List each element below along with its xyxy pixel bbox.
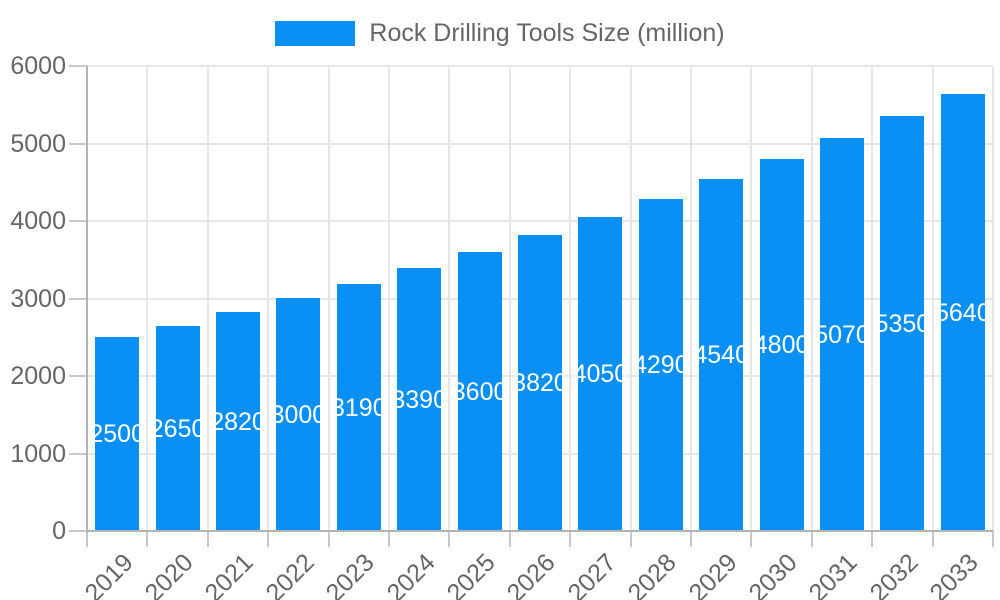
legend-swatch-icon — [275, 20, 356, 46]
x-tick-mark — [448, 531, 451, 547]
y-gridline — [87, 142, 993, 145]
x-gridline — [508, 66, 511, 531]
x-tick-mark — [569, 531, 572, 547]
x-gridline — [810, 66, 813, 531]
x-tick-label: 2019 — [79, 548, 139, 600]
x-tick-label: 2023 — [320, 548, 380, 600]
x-tick-mark — [690, 531, 692, 547]
bar[interactable] — [216, 312, 260, 531]
y-tick-mark — [69, 452, 87, 455]
x-tick-mark — [871, 531, 874, 547]
y-tick-label: 4000 — [10, 207, 66, 235]
x-tick-mark — [810, 531, 813, 547]
x-tick-label: 2029 — [683, 548, 743, 600]
x-tick-mark — [508, 531, 511, 547]
x-gridline — [448, 66, 451, 531]
bar[interactable] — [578, 217, 623, 531]
y-tick-mark — [69, 142, 87, 145]
x-gridline — [629, 66, 632, 531]
bar[interactable] — [940, 94, 985, 531]
x-gridline — [569, 66, 572, 531]
bar[interactable] — [457, 252, 502, 531]
bar[interactable] — [397, 268, 442, 531]
x-gridline — [206, 66, 209, 531]
bar[interactable] — [95, 337, 140, 531]
x-tick-mark — [750, 531, 753, 547]
x-tick-label: 2027 — [562, 548, 622, 600]
x-axis-line — [87, 530, 993, 532]
y-tick-label: 1000 — [10, 439, 66, 468]
y-tick-label: 0 — [52, 517, 66, 545]
x-tick-mark — [267, 531, 270, 547]
y-tick-label: 5000 — [10, 129, 66, 158]
bar[interactable] — [880, 116, 925, 531]
y-tick-mark — [69, 297, 87, 300]
y-axis-line — [86, 66, 88, 533]
x-gridline — [931, 66, 934, 531]
x-tick-mark — [146, 531, 149, 547]
x-tick-mark — [629, 531, 632, 547]
x-gridline — [146, 66, 149, 531]
x-tick-mark — [931, 531, 934, 547]
x-tick-label: 2032 — [864, 548, 924, 600]
x-tick-label: 2021 — [199, 548, 260, 600]
y-tick-mark — [69, 375, 87, 377]
bar[interactable] — [155, 326, 200, 531]
x-tick-label: 2022 — [260, 548, 320, 600]
bar[interactable] — [759, 159, 804, 531]
x-tick-label: 2020 — [139, 548, 199, 600]
x-tick-label: 2026 — [501, 548, 562, 600]
bar[interactable] — [699, 179, 744, 531]
x-tick-label: 2030 — [743, 548, 803, 600]
bar[interactable] — [820, 138, 864, 531]
x-gridline — [992, 66, 994, 531]
x-gridline — [690, 66, 692, 531]
y-tick-label: 2000 — [10, 362, 66, 390]
x-tick-label: 2033 — [924, 548, 984, 600]
y-tick-label: 3000 — [10, 284, 66, 313]
x-tick-mark — [992, 531, 994, 547]
bar[interactable] — [638, 199, 683, 531]
x-tick-mark — [206, 531, 209, 547]
bar[interactable] — [518, 235, 562, 531]
y-tick-mark — [69, 65, 87, 67]
x-gridline — [871, 66, 874, 531]
x-gridline — [750, 66, 753, 531]
x-gridline — [327, 66, 330, 531]
x-gridline — [388, 66, 390, 531]
y-tick-mark — [69, 530, 87, 532]
legend-label: Rock Drilling Tools Size (million) — [369, 18, 725, 47]
x-tick-label: 2024 — [381, 548, 441, 600]
x-tick-label: 2031 — [803, 548, 864, 600]
y-gridline — [87, 220, 993, 222]
y-tick-mark — [69, 220, 87, 222]
x-tick-mark — [327, 531, 330, 547]
x-tick-label: 2025 — [441, 548, 501, 600]
bar[interactable] — [336, 284, 381, 531]
x-gridline — [267, 66, 270, 531]
x-tick-mark — [388, 531, 390, 547]
x-tick-mark — [86, 531, 88, 547]
y-gridline — [87, 65, 993, 67]
legend[interactable]: Rock Drilling Tools Size (million) — [0, 16, 1000, 50]
bar[interactable] — [276, 298, 321, 531]
y-tick-label: 6000 — [10, 52, 66, 80]
x-tick-label: 2028 — [622, 548, 682, 600]
